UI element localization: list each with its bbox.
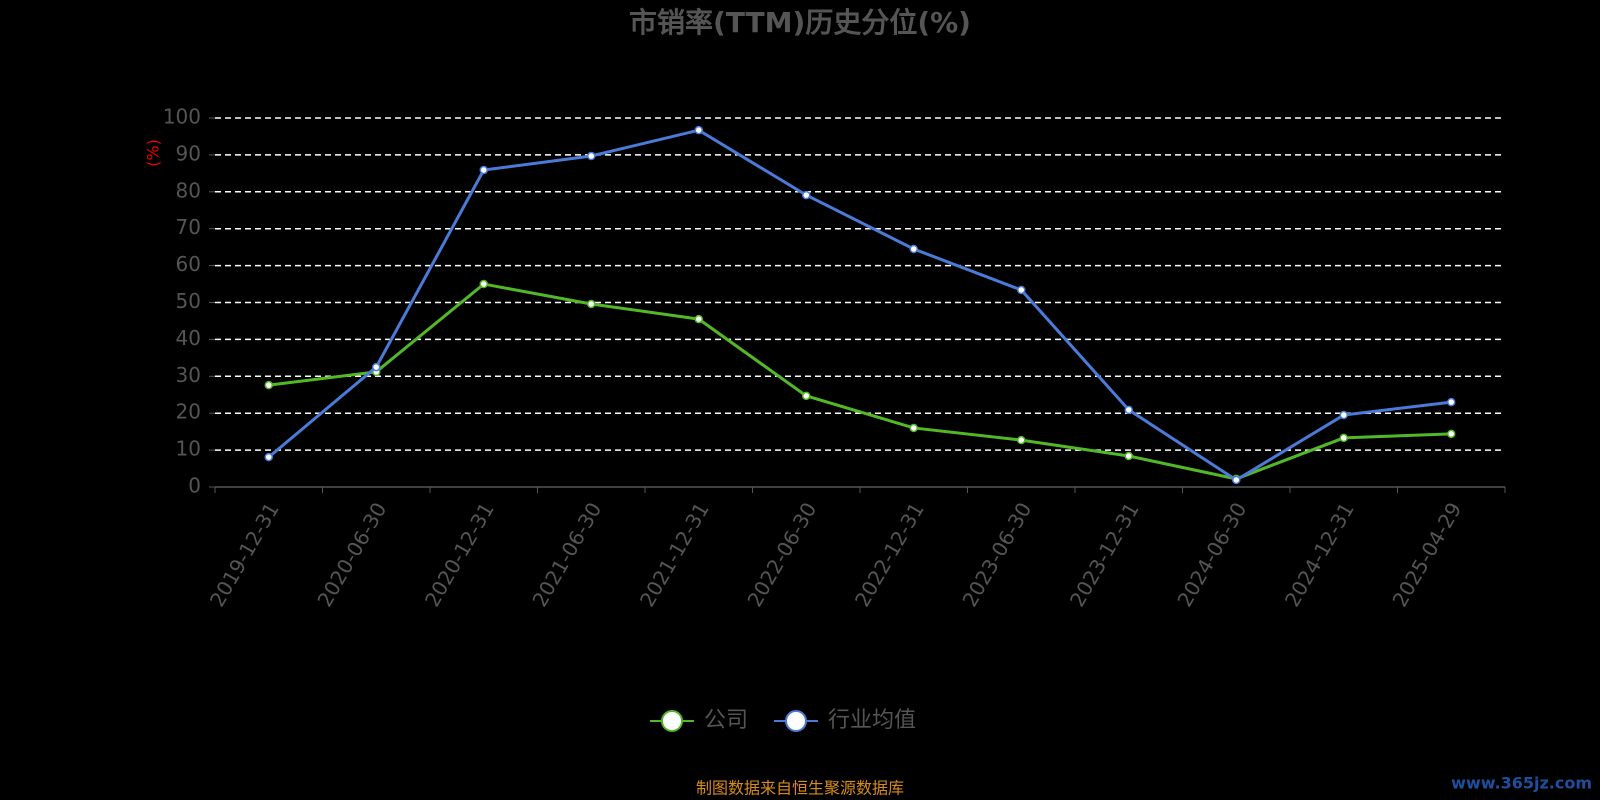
point [1339,410,1348,420]
point [802,190,811,200]
y-tick-label: 0 [188,474,201,498]
point [802,391,811,401]
point [479,279,488,289]
source-note: 制图数据来自恒生聚源数据库 [696,779,904,798]
point [587,151,596,161]
line [268,282,1452,481]
y-tick-label: 90 [176,141,201,165]
line [267,128,1452,482]
y-tick-label: 40 [176,326,201,350]
point [479,165,488,175]
point [372,362,381,372]
chart-title: 市销率(TTM)历史分位(%) [629,6,971,39]
point [1124,451,1133,461]
legend-marker [661,710,683,732]
point [909,423,918,433]
point [1339,433,1348,443]
point [264,380,273,390]
point [1447,429,1456,439]
y-axis-label: (%) [144,139,163,167]
y-tick-label: 30 [176,363,201,387]
legend-label: 行业均值 [828,708,916,733]
point [1232,475,1241,485]
point [264,452,273,462]
point [1447,397,1456,407]
point [694,314,703,324]
point [1017,435,1026,445]
point [694,125,703,135]
y-tick-label: 100 [163,105,201,129]
y-tick-label: 80 [176,178,201,202]
point [587,299,596,309]
y-tick-label: 10 [176,437,201,461]
point [1017,285,1026,295]
y-tick-label: 60 [176,252,201,276]
y-tick-label: 50 [176,289,201,313]
legend-label: 公司 [704,708,748,733]
point [909,244,918,254]
watermark: www.365jz.com [1451,774,1592,793]
legend-marker [785,710,808,732]
y-tick-label: 70 [176,215,201,239]
point [1124,405,1133,415]
y-tick-label: 20 [176,400,201,424]
